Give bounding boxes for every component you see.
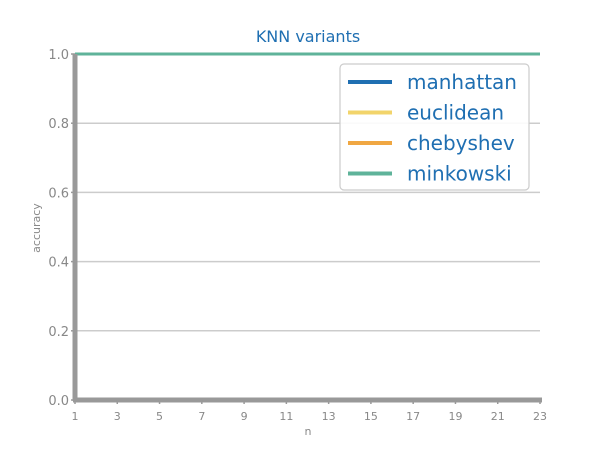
x-tick-label: 21 (491, 410, 505, 423)
legend-label: chebyshev (407, 131, 515, 155)
y-tick-label: 0.8 (48, 117, 69, 132)
y-tick-labels: 0.0 0.2 0.4 0.6 0.8 1.0 (48, 48, 75, 409)
legend-box (339, 63, 530, 191)
x-tick-label: 19 (448, 410, 462, 423)
x-tick-label: 11 (279, 410, 293, 423)
x-tick-label: 23 (533, 410, 547, 423)
x-tick-label: 9 (241, 410, 248, 423)
legend-item-manhattan[interactable]: manhattan (348, 70, 517, 94)
legend-item-minkowski[interactable]: minkowski (348, 162, 512, 186)
x-tick-label: 15 (364, 410, 378, 423)
x-tick-label: 3 (114, 410, 121, 423)
x-tick-label: 13 (322, 410, 336, 423)
legend-item-chebyshev[interactable]: chebyshev (348, 131, 515, 155)
legend-label: minkowski (407, 162, 512, 186)
chart-title: KNN variants (256, 27, 360, 46)
legend-item-euclidean[interactable]: euclidean (348, 101, 504, 125)
legend-label: manhattan (407, 70, 517, 94)
y-tick-label: 0.2 (48, 325, 69, 340)
x-tick-label: 5 (156, 410, 163, 423)
x-tick-labels: 1 3 5 7 9 11 13 15 17 19 21 23 (72, 400, 547, 423)
y-tick-label: 1.0 (48, 48, 69, 63)
x-tick-label: 17 (406, 410, 420, 423)
x-axis-label: n (305, 425, 312, 438)
legend[interactable]: manhattan euclidean chebyshev minkowski (339, 63, 530, 191)
y-axis-label: accuracy (30, 203, 43, 253)
legend-label: euclidean (407, 101, 504, 125)
x-tick-label: 7 (198, 410, 205, 423)
y-tick-label: 0.6 (48, 186, 69, 201)
y-tick-label: 0.0 (48, 394, 69, 409)
x-tick-label: 1 (72, 410, 79, 423)
axes (72, 54, 542, 403)
y-tick-label: 0.4 (48, 256, 69, 271)
